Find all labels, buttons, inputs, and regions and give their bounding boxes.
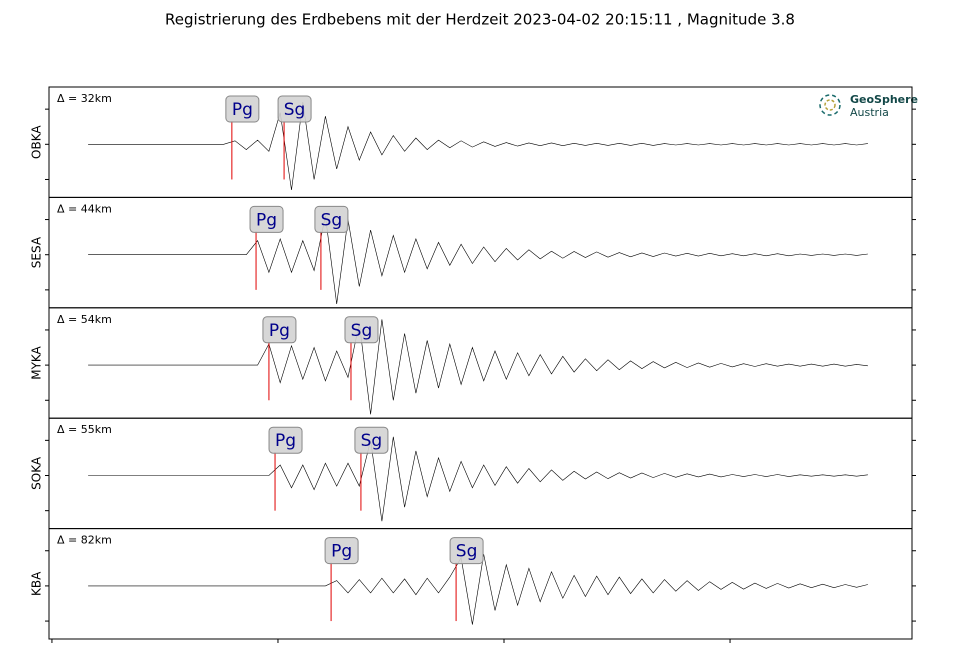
- panel-frame: [48, 86, 913, 198]
- distance-label: Δ = 55km: [57, 423, 112, 436]
- station-label: MYKA: [30, 345, 44, 379]
- pick-label: Pg: [275, 431, 296, 451]
- pick-box: [262, 316, 297, 344]
- pick-label: Sg: [351, 321, 373, 341]
- pick-label: Pg: [331, 542, 352, 562]
- distance-label: Δ = 44km: [57, 202, 112, 215]
- panel-frame: [48, 417, 913, 530]
- panel-frame: [48, 307, 913, 419]
- pick-label: Sg: [456, 542, 478, 562]
- pick-box: [225, 95, 260, 123]
- distance-label: Δ = 32km: [57, 92, 112, 105]
- pick-box: [449, 537, 484, 565]
- pick-box: [249, 205, 284, 233]
- panel-frame: [48, 196, 913, 309]
- waveform: [88, 319, 868, 415]
- distance-label: Δ = 82km: [57, 534, 112, 547]
- pick-label: Pg: [269, 321, 290, 341]
- waveform: [88, 436, 868, 522]
- distance-label: Δ = 54km: [57, 313, 112, 326]
- station-label: KBA: [30, 571, 44, 596]
- chart-title: Registrierung des Erdbebens mit der Herd…: [165, 11, 795, 29]
- pick-label: Pg: [232, 100, 253, 120]
- station-label: OBKA: [30, 125, 44, 159]
- logo-text: GeoSphere: [850, 93, 918, 106]
- pick-label: Pg: [256, 210, 277, 230]
- pick-box: [344, 316, 379, 344]
- pick-box: [324, 537, 359, 565]
- pick-box: [268, 426, 303, 454]
- station-label: SOKA: [30, 456, 44, 490]
- pick-label: Sg: [284, 100, 306, 120]
- logo-icon: [824, 99, 836, 111]
- pick-box: [314, 205, 349, 233]
- pick-label: Sg: [361, 431, 383, 451]
- pick-box: [277, 95, 312, 123]
- logo-text: Austria: [850, 106, 889, 119]
- waveform: [88, 102, 868, 191]
- logo-icon: [819, 94, 841, 116]
- panel-frame: [48, 528, 913, 640]
- pick-box: [354, 426, 389, 454]
- station-label: SESA: [30, 236, 44, 268]
- pick-label: Sg: [321, 210, 343, 230]
- waveform: [88, 215, 868, 304]
- waveform: [88, 554, 868, 625]
- logo: GeoSphere Austria: [819, 93, 918, 119]
